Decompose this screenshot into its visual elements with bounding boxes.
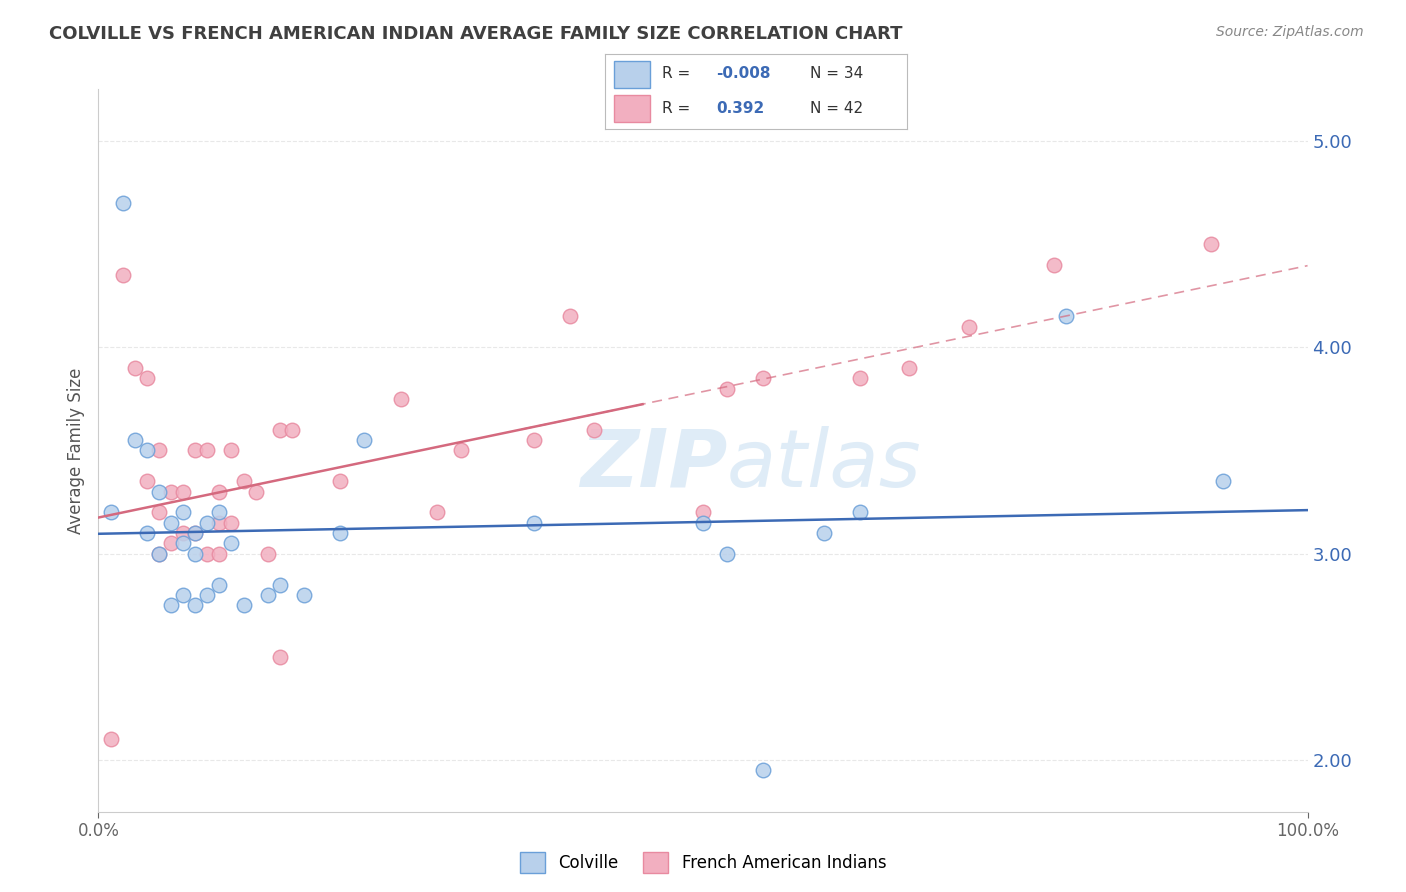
Point [135,475,157,489]
Point [208,516,231,530]
Point [221,536,243,550]
Point [100,732,122,747]
Text: Source: ZipAtlas.com: Source: ZipAtlas.com [1216,25,1364,39]
Point [269,423,291,437]
Point [426,505,449,519]
Text: R =: R = [662,67,695,81]
Point [208,484,231,499]
Text: R =: R = [662,101,695,116]
Point [957,319,980,334]
Point [124,433,146,447]
Point [281,423,304,437]
Point [450,443,472,458]
Point [1199,237,1222,252]
Point [160,516,183,530]
Point [389,392,412,406]
Point [245,484,267,499]
Point [160,536,183,550]
Point [160,599,183,613]
Text: -0.008: -0.008 [717,67,770,81]
Point [716,382,738,396]
Point [148,443,170,458]
Point [329,526,352,541]
Point [1212,475,1234,489]
Text: ZIP: ZIP [579,425,727,504]
Point [172,526,194,541]
Point [160,484,183,499]
Point [184,443,207,458]
Point [184,547,207,561]
Point [849,505,872,519]
Point [208,577,231,591]
Point [692,516,714,530]
Point [221,516,243,530]
Point [1042,258,1064,272]
Point [813,526,835,541]
Point [752,371,775,385]
Point [752,764,775,778]
Point [523,516,546,530]
Point [135,371,157,385]
Point [256,588,278,602]
Point [172,536,194,550]
Point [184,599,207,613]
Point [148,484,170,499]
Point [172,588,194,602]
Point [148,505,170,519]
Point [849,371,872,385]
Point [172,505,194,519]
Text: N = 34: N = 34 [810,67,863,81]
Point [353,433,375,447]
Point [897,360,920,375]
Point [269,649,291,664]
Point [184,526,207,541]
Point [195,443,218,458]
Point [232,599,254,613]
Point [232,475,254,489]
Y-axis label: Average Family Size: Average Family Size [66,368,84,533]
Point [208,547,231,561]
Text: N = 42: N = 42 [810,101,863,116]
Point [135,526,157,541]
Point [195,516,218,530]
Point [195,547,218,561]
Point [523,433,546,447]
Point [558,310,581,324]
Point [256,547,278,561]
Bar [613,62,650,87]
Legend: Colville, French American Indians: Colville, French American Indians [513,846,893,880]
Point [583,423,606,437]
Point [716,547,738,561]
Point [135,443,157,458]
Point [111,268,134,282]
Text: atlas: atlas [727,425,922,504]
Text: 0.392: 0.392 [717,101,765,116]
Point [292,588,315,602]
Point [208,505,231,519]
Point [329,475,352,489]
Point [221,443,243,458]
Text: COLVILLE VS FRENCH AMERICAN INDIAN AVERAGE FAMILY SIZE CORRELATION CHART: COLVILLE VS FRENCH AMERICAN INDIAN AVERA… [49,25,903,43]
Point [111,195,134,210]
Point [172,484,194,499]
Point [124,360,146,375]
Point [100,505,122,519]
Point [692,505,714,519]
Point [195,588,218,602]
Point [148,547,170,561]
Point [269,577,291,591]
Point [1054,310,1077,324]
Point [148,547,170,561]
Point [184,526,207,541]
Bar [613,95,650,122]
